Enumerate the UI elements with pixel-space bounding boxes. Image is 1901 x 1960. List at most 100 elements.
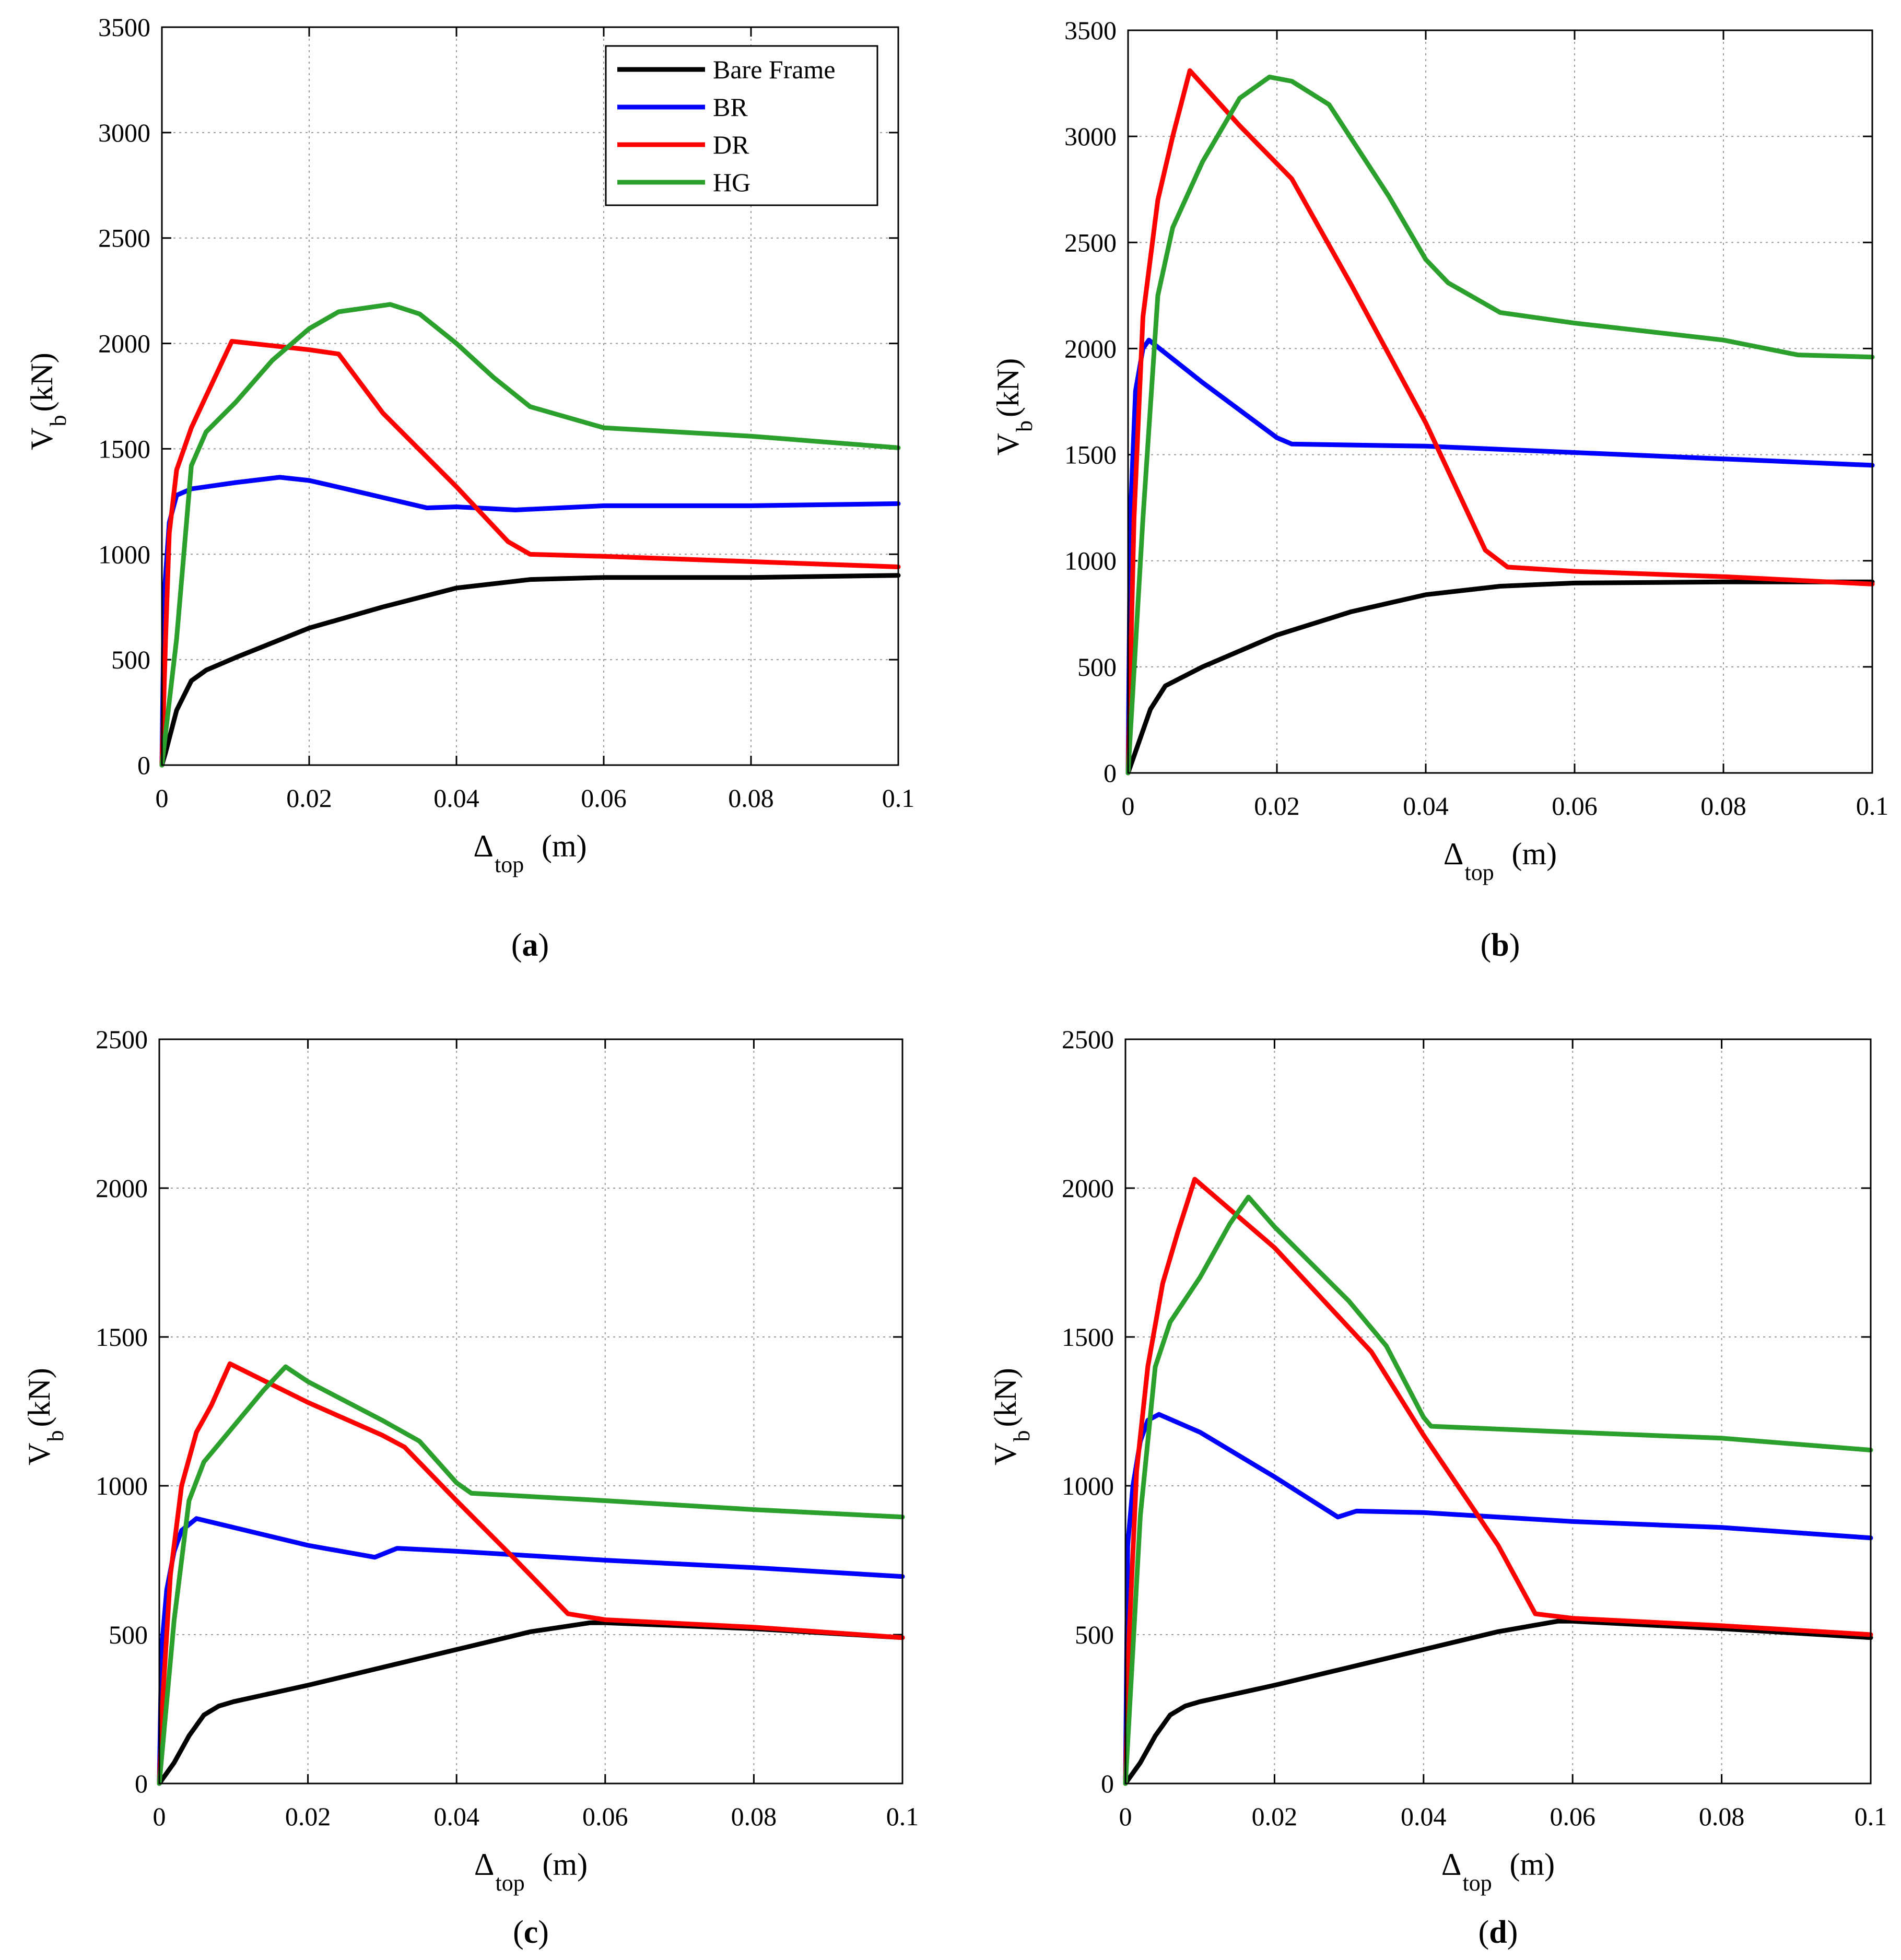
x-tick-label: 0.1 [882, 783, 915, 813]
y-axis-subscript: b [43, 1430, 68, 1442]
y-tick-label: 2000 [96, 1173, 148, 1203]
y-tick-label: 0 [1101, 1769, 1114, 1798]
caption-open-paren: ( [1481, 928, 1492, 963]
y-tick-label: 1000 [98, 539, 150, 569]
plot-frame [158, 1038, 903, 1785]
x-axis-symbol: Δ [1444, 837, 1464, 871]
y-tick-label: 2000 [98, 329, 150, 358]
series-group [1125, 68, 1875, 776]
x-tick-label: 0.04 [433, 783, 479, 813]
x-tick-label: 0.06 [582, 1802, 628, 1831]
series-line-bare-frame [159, 573, 901, 768]
y-tick-label: 1500 [1064, 440, 1117, 470]
y-axis-unit: (kN) [988, 1368, 1023, 1427]
x-axis-subscript: top [496, 1870, 525, 1896]
y-tick-label: 1500 [98, 434, 150, 463]
x-tick-label: 0.08 [728, 783, 774, 813]
x-tick-label: 0.08 [1699, 1802, 1745, 1831]
y-axis-symbol: V [991, 433, 1025, 455]
caption-open-paren: ( [511, 928, 522, 963]
y-axis-subscript: b [45, 415, 71, 427]
y-axis-label: Vb (kN) [988, 1368, 1035, 1465]
y-tick-label: 2500 [1064, 228, 1117, 257]
series-line-dr [159, 339, 901, 768]
x-tick-label: 0.04 [1401, 1802, 1447, 1831]
x-axis-symbol: Δ [474, 1847, 495, 1882]
y-tick-label: 0 [135, 1769, 148, 1798]
legend-box [605, 45, 878, 206]
legend-label-bare-frame: Bare Frame [713, 55, 836, 84]
x-tick-label: 0.02 [1252, 1802, 1298, 1831]
x-tick-label: 0.06 [1552, 791, 1598, 820]
y-tick-label: 2500 [1062, 1025, 1114, 1054]
legend: Bare Frame BR DR HG [605, 45, 878, 206]
y-axis-label: Vb (kN) [25, 353, 71, 450]
panel-caption: (d) [1478, 1915, 1518, 1950]
series-line-bare-frame [1125, 579, 1875, 776]
x-tick-label: 0.02 [1254, 791, 1300, 820]
y-tick-label: 3000 [98, 118, 150, 147]
caption-letter: a [522, 928, 538, 963]
series-line-hg [1123, 1194, 1873, 1786]
caption-open-paren: ( [1478, 1915, 1489, 1950]
series-line-hg [159, 302, 901, 768]
legend-label-dr: DR [713, 130, 749, 159]
plot-frame [161, 26, 899, 766]
y-axis-unit: (kN) [991, 358, 1025, 417]
y-tick-label: 2000 [1062, 1173, 1114, 1203]
y-axis-subscript: b [1012, 420, 1037, 432]
caption-letter: d [1489, 1915, 1507, 1950]
series-line-hg [157, 1364, 905, 1786]
x-tick-label: 0.02 [285, 1802, 331, 1831]
y-axis-subscript: b [1009, 1430, 1035, 1442]
chart-panel-b: 0 0.02 0.04 0.06 0.08 0.1 0 500 1000 1500 2000 2500… [991, 16, 1888, 963]
y-tick-label: 2500 [96, 1025, 148, 1054]
series-line-dr [1125, 68, 1875, 776]
series-group [1123, 1177, 1873, 1786]
x-axis-subscript: top [1463, 1870, 1492, 1896]
series-line-bare-frame [157, 1620, 905, 1786]
panel-caption: (c) [513, 1915, 549, 1950]
y-axis-unit: (kN) [22, 1368, 56, 1427]
x-tick-label: 0 [153, 1802, 166, 1831]
grid [1125, 1039, 1871, 1783]
x-tick-label: 0.04 [433, 1802, 479, 1831]
x-axis-unit: (m) [542, 829, 587, 863]
y-tick-label: 500 [109, 1620, 148, 1649]
y-tick-label: 2500 [98, 224, 150, 253]
legend-label-br: BR [713, 92, 748, 122]
x-tick-label: 0 [1122, 791, 1135, 820]
plot-frame [1124, 1038, 1872, 1785]
y-axis-unit: (kN) [25, 353, 59, 412]
y-tick-label: 0 [1104, 758, 1117, 788]
x-tick-label: 0 [1119, 1802, 1132, 1831]
y-tick-label: 500 [1075, 1620, 1114, 1649]
y-axis-symbol: V [988, 1443, 1023, 1465]
x-axis-subscript: top [1465, 860, 1494, 885]
caption-close-paren: ) [538, 928, 549, 963]
panel-caption: (b) [1481, 928, 1520, 963]
x-tick-label: 0.1 [1855, 1802, 1887, 1831]
x-tick-label: 0.02 [286, 783, 332, 813]
y-tick-label: 3500 [98, 13, 150, 42]
x-axis-unit: (m) [1510, 1847, 1555, 1882]
y-axis-label: Vb (kN) [991, 358, 1037, 456]
caption-open-paren: ( [513, 1915, 524, 1950]
caption-letter: b [1491, 928, 1509, 963]
series-group [157, 1361, 905, 1786]
y-tick-label: 3500 [1064, 16, 1117, 45]
caption-close-paren: ) [538, 1915, 549, 1950]
x-tick-label: 0.1 [1856, 791, 1889, 820]
caption-close-paren: ) [1509, 928, 1520, 963]
series-line-dr [157, 1361, 905, 1786]
y-axis-symbol: V [25, 428, 59, 450]
series-line-br [1125, 337, 1875, 776]
plot-area [1125, 1039, 1871, 1783]
plot-area [1128, 30, 1872, 773]
plot-area [159, 1039, 902, 1783]
y-tick-label: 1000 [96, 1471, 148, 1500]
series-line-hg [1125, 74, 1875, 776]
